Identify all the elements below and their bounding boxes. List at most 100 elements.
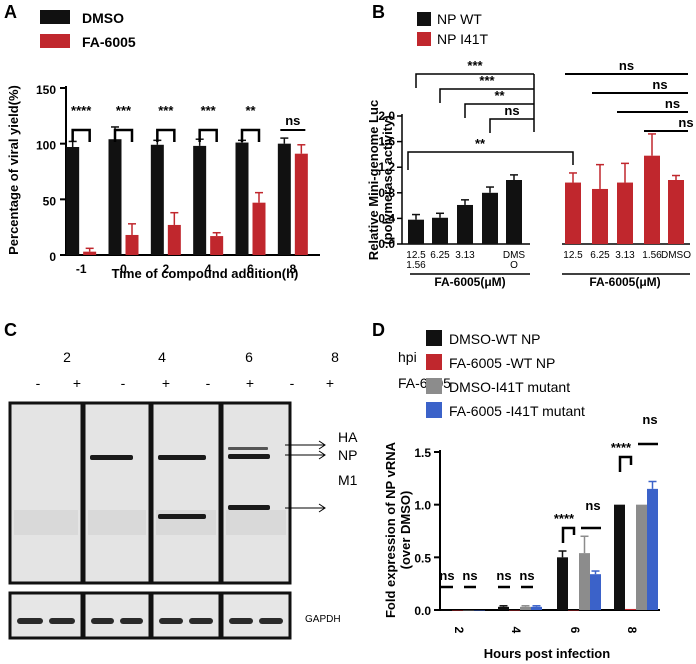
b-ns-label: ns (619, 58, 634, 73)
a-y-tick-label: 150 (36, 83, 56, 97)
a-y-axis-title: Percentage of viral yield(%) (6, 85, 21, 255)
d-bar-0-4 (498, 606, 509, 610)
b-x-tick-label: 12.5 (563, 250, 583, 261)
a-bar-dmso--1 (66, 147, 80, 255)
a-bar-fa-6005-0 (125, 234, 139, 255)
c-arrow-ha (285, 440, 326, 450)
b-legend-label-0: NP WT (437, 11, 482, 27)
b-x-tick-label-2: O (510, 260, 518, 271)
c-band-label-np: NP (338, 447, 357, 463)
b-legend-swatch-1 (417, 32, 431, 46)
a-y-tick-label: 0 (49, 250, 56, 264)
d-x-tick-label: 2 (452, 627, 466, 634)
a-bar-dmso-2 (150, 144, 164, 255)
d-sig-label: **** (554, 511, 575, 526)
b-bar-wt-6.25 (432, 217, 448, 244)
a-bar-dmso-6 (235, 142, 249, 255)
d-bar-2-2 (463, 610, 474, 611)
d-bar-3-8 (647, 488, 658, 610)
c-treat-sign: - (36, 375, 41, 391)
a-x-tick-label: 2 (162, 262, 169, 276)
d-ns-label: ns (439, 568, 454, 583)
a-y-tick-label: 100 (36, 139, 56, 153)
c-hour-label: 6 (245, 349, 253, 365)
c-gapdh-band (159, 618, 183, 624)
d-ns-label: ns (462, 568, 477, 583)
b-x-tick-label: 6.25 (590, 250, 610, 261)
b-ns-label: ns (652, 77, 667, 92)
a-legend-label-1: FA-6005 (82, 34, 136, 50)
c-loading-panel (220, 591, 292, 640)
a-sig-label: *** (158, 103, 174, 118)
c-np-band (90, 455, 133, 460)
b-legend-label-1: NP I41T (437, 31, 489, 47)
c-loading-panel (82, 591, 152, 640)
d-ns-label: ns (496, 568, 511, 583)
b-sig-label-cross: ** (475, 136, 486, 151)
d-bar-1-2 (452, 610, 463, 611)
c-m1-band (228, 505, 270, 510)
c-np-band (228, 454, 270, 459)
d-legend-swatch-2 (426, 378, 442, 394)
c-loading-panel (8, 591, 84, 640)
d-y-tick-label: 0.0 (414, 604, 431, 618)
d-x-tick-label: 8 (625, 627, 639, 634)
c-gapdh-band (189, 618, 213, 624)
b-y-tick-label: 0.8 (378, 186, 395, 200)
b-sig-bracket-left (464, 103, 534, 118)
c-blot-panel (82, 401, 152, 585)
a-y-tick-label: 50 (43, 194, 57, 208)
a-x-tick-label: 8 (289, 262, 296, 276)
d-legend-label-3: FA-6005 -I41T mutant (449, 403, 585, 419)
d-bar-2-8 (636, 504, 647, 610)
c-m1-band (158, 514, 206, 519)
a-legend-swatch-1 (40, 34, 70, 48)
d-legend-label-2: DMSO-I41T mutant (449, 379, 570, 395)
d-bar-0-6 (557, 557, 568, 610)
a-x-tick-label: 4 (205, 262, 212, 276)
c-gapdh-band (229, 618, 253, 624)
b-bar-i41t-12.5 (565, 182, 581, 244)
a-sig-bracket (198, 128, 218, 142)
c-gapdh-band (259, 618, 283, 624)
c-np-band (158, 455, 206, 460)
d-ns-label: ns (642, 412, 657, 427)
b-sig-bracket-left (489, 118, 534, 133)
b-bar-wt-12.5 (408, 219, 424, 244)
c-smear (88, 510, 146, 535)
panel-label-d: D (372, 320, 385, 340)
d-x-tick-label: 4 (509, 627, 523, 634)
c-hour-label: 2 (63, 349, 71, 365)
b-y-tick-label: 2.0 (378, 109, 395, 123)
d-x-axis-title: Hours post infection (484, 646, 610, 661)
d-bar-3-6 (590, 574, 601, 610)
a-x-tick-label: 6 (247, 262, 254, 276)
b-sig-bracket-left (415, 73, 534, 88)
b-bar-wt-DMSO (506, 180, 522, 244)
d-y-tick-label: 1.0 (414, 499, 431, 513)
d-legend-swatch-3 (426, 402, 442, 418)
b-x-tick-label: 6.25 (430, 250, 450, 261)
c-band-label-m1: M1 (338, 472, 358, 488)
b-y-axis-title-1: Relative Mini-genome Luc (366, 100, 381, 260)
c-blot-panel (8, 401, 84, 585)
c-smear (14, 510, 78, 535)
c-smear (156, 510, 216, 535)
a-sig-label: *** (116, 103, 132, 118)
d-bar-1-8 (625, 608, 636, 610)
b-group-label-0: FA-6005(μM) (434, 275, 505, 289)
b-y-tick-label: 1.2 (378, 160, 395, 174)
c-arrow-np (285, 450, 326, 460)
d-y-axis-title-2: (over DMSO) (398, 491, 413, 570)
d-bar-1-6 (568, 610, 579, 611)
b-x-tick-label: DMS (503, 250, 526, 261)
a-sig-bracket (240, 128, 261, 142)
c-arrow-m1 (285, 503, 326, 513)
c-treat-sign: - (206, 375, 211, 391)
panel-label-b: B (372, 2, 385, 22)
b-sig-label-left: ns (504, 103, 519, 118)
a-legend-label-0: DMSO (82, 10, 124, 26)
b-bar-i41t-1.56 (644, 155, 660, 244)
d-bar-0-2 (441, 610, 452, 611)
b-bar-i41t-DMSO (668, 180, 684, 244)
